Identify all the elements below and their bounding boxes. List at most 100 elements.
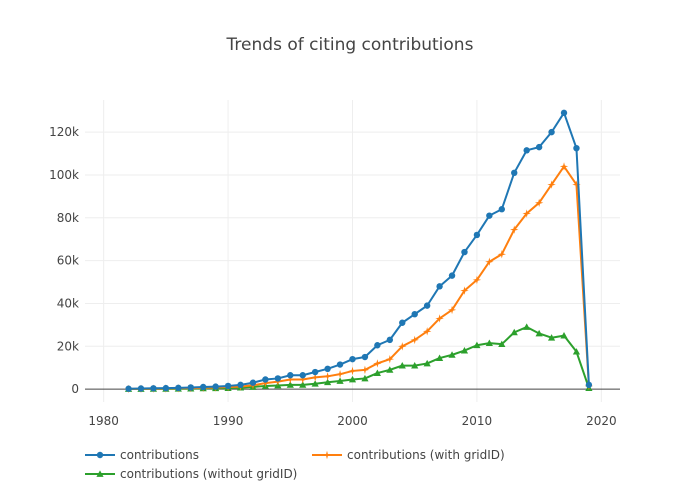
series-1 (125, 109, 593, 392)
data-point (547, 334, 556, 341)
data-point (286, 381, 294, 388)
data-point (311, 368, 319, 376)
y-tick-label: 120k (49, 125, 79, 139)
data-point (497, 250, 506, 259)
legend-marker (96, 470, 104, 477)
data-point (125, 385, 132, 392)
x-tick-label: 1990 (213, 414, 244, 428)
legend-label: contributions (with gridID) (347, 448, 505, 462)
data-point (398, 361, 406, 369)
legend-marker (322, 450, 332, 460)
data-point (423, 302, 431, 309)
data-point (535, 329, 543, 337)
data-point (511, 169, 518, 177)
data-point (361, 374, 369, 382)
legend-label: contributions (without gridID) (120, 467, 297, 481)
data-point (323, 372, 332, 381)
data-point (286, 375, 295, 384)
data-point (559, 162, 569, 171)
series-line (128, 165, 590, 390)
data-point (472, 275, 482, 285)
data-point (324, 365, 331, 373)
data-point (448, 351, 456, 358)
y-tick-label: 20k (57, 339, 79, 353)
data-point (399, 319, 406, 326)
data-point (386, 336, 394, 344)
data-point (162, 384, 170, 392)
data-point (547, 180, 556, 189)
data-point (423, 359, 431, 367)
y-tick-label: 40k (57, 296, 79, 310)
data-point (374, 342, 381, 349)
data-point (448, 272, 456, 279)
legend-label: contributions (120, 448, 199, 462)
data-point (498, 206, 506, 213)
x-tick-label: 1980 (88, 414, 119, 428)
data-point (460, 286, 469, 295)
legend-marker (96, 451, 104, 459)
data-point (336, 361, 344, 368)
data-point (373, 369, 381, 376)
data-point (274, 375, 282, 382)
legend: contributions contributions (with gridID)… (85, 448, 505, 481)
data-point (385, 354, 395, 364)
data-point (273, 377, 283, 386)
data-point (460, 346, 469, 354)
data-point (287, 372, 294, 379)
x-tick-label: 2010 (462, 414, 493, 428)
data-point (299, 372, 306, 379)
data-point (237, 381, 244, 389)
chart-title: Trends of citing contributions (226, 35, 474, 55)
data-point (324, 378, 332, 386)
x-tick-label: 2000 (337, 414, 368, 428)
data-point (585, 381, 593, 389)
data-point (510, 328, 518, 336)
data-point (461, 248, 468, 256)
legend-item[interactable]: contributions (85, 448, 199, 462)
data-point (411, 361, 419, 369)
data-point (523, 147, 530, 154)
data-point (398, 342, 407, 351)
data-point (137, 385, 145, 392)
data-point (373, 359, 382, 368)
data-point (212, 383, 219, 390)
data-point (175, 384, 182, 392)
y-tick-label: 80k (57, 211, 79, 225)
series-line (128, 111, 590, 390)
data-point (486, 212, 493, 219)
x-tick-label: 2020 (586, 414, 617, 428)
data-point (386, 366, 394, 373)
data-point (436, 283, 443, 290)
data-point (348, 366, 357, 376)
data-point (510, 225, 519, 234)
y-tick-label: 100k (49, 168, 79, 182)
data-point (522, 209, 531, 218)
data-point (534, 198, 544, 208)
data-point (435, 314, 444, 323)
data-point (349, 355, 356, 363)
data-point (485, 339, 493, 346)
data-point (572, 180, 581, 189)
grid-layer (85, 100, 620, 402)
data-point (572, 348, 581, 355)
y-tick-label: 60k (57, 254, 79, 268)
data-point (473, 341, 481, 349)
data-point (560, 109, 568, 117)
data-point (447, 305, 457, 315)
data-point (310, 373, 320, 382)
data-point (298, 375, 307, 384)
legend-item[interactable]: contributions (without gridID) (85, 467, 297, 481)
data-point (485, 257, 494, 266)
data-point (360, 365, 370, 375)
data-point (435, 354, 444, 361)
data-point (535, 143, 543, 151)
data-point (422, 327, 432, 336)
legend-item[interactable]: contributions (with gridID) (312, 448, 505, 462)
data-point (336, 377, 344, 384)
data-point (311, 380, 319, 387)
data-point (548, 128, 555, 136)
series-layer (124, 109, 594, 394)
data-point (261, 378, 270, 388)
data-point (473, 231, 481, 239)
